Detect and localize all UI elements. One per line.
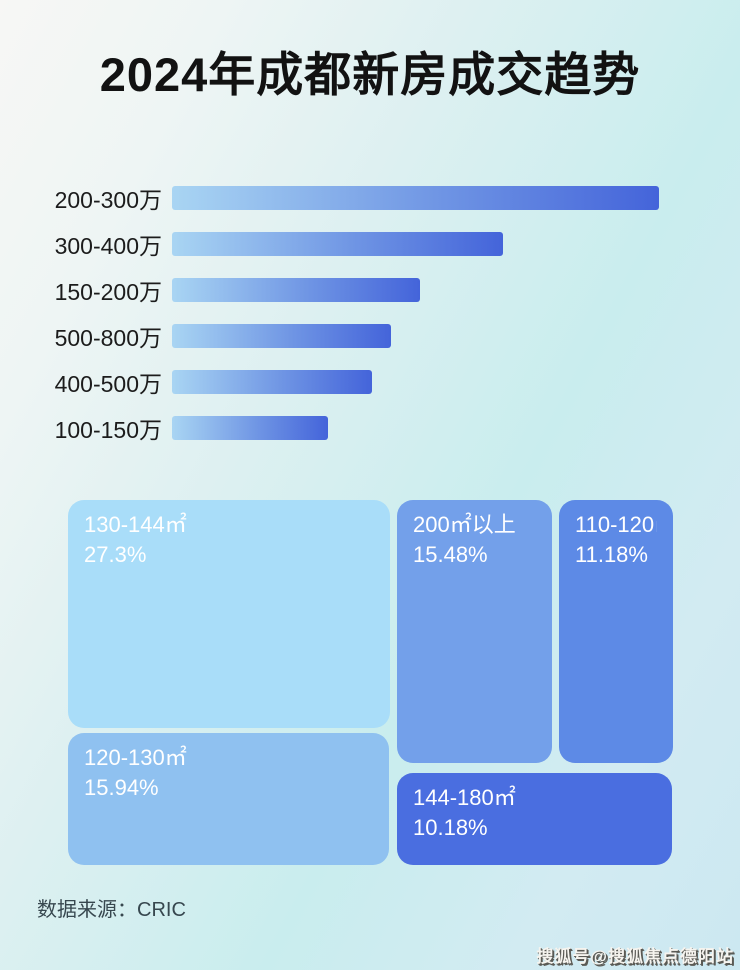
treemap-cell: 110-120㎡ 11.18% bbox=[559, 500, 673, 763]
treemap-cell-value: 27.3% bbox=[84, 542, 147, 567]
treemap-cell-label: 110-120㎡ bbox=[575, 512, 657, 537]
bar-category-label: 300-400万 bbox=[54, 233, 162, 259]
bar-category-label: 200-300万 bbox=[54, 187, 162, 213]
treemap-cell-value: 15.94% bbox=[84, 775, 159, 800]
bar-row: 400-500万 bbox=[0, 370, 740, 397]
treemap-cell-value: 15.48% bbox=[413, 542, 488, 567]
treemap-cell-label: 144-180㎡ bbox=[413, 785, 516, 810]
treemap-cell-label: 120-130㎡ bbox=[84, 745, 187, 770]
bar-row: 500-800万 bbox=[0, 324, 740, 351]
treemap-cell: 144-180㎡ 10.18% bbox=[397, 773, 672, 865]
treemap-cell: 120-130㎡ 15.94% bbox=[68, 733, 389, 865]
bar-row: 300-400万 bbox=[0, 232, 740, 259]
bar bbox=[172, 370, 372, 394]
bar-category-label: 400-500万 bbox=[54, 371, 162, 397]
bar-category-label: 150-200万 bbox=[54, 279, 162, 305]
treemap-cell-label: 130-144㎡ bbox=[84, 512, 187, 537]
bar-row: 150-200万 bbox=[0, 278, 740, 305]
watermark: 搜狐号@搜狐焦点德阳站 bbox=[536, 947, 734, 966]
treemap-cell: 130-144㎡ 27.3% bbox=[68, 500, 390, 728]
bar bbox=[172, 324, 391, 348]
data-source-note: 数据来源：CRIC bbox=[37, 899, 186, 921]
bar bbox=[172, 232, 503, 256]
treemap-cell-value: 11.18% bbox=[575, 542, 648, 567]
bar bbox=[172, 278, 420, 302]
bar-row: 200-300万 bbox=[0, 186, 740, 213]
page-title: 2024年成都新房成交趋势 bbox=[99, 48, 641, 101]
bar-category-label: 100-150万 bbox=[54, 417, 162, 443]
treemap-cell-label: 200㎡以上 bbox=[413, 512, 516, 537]
treemap-cell-value: 10.18% bbox=[413, 815, 488, 840]
bar bbox=[172, 416, 328, 440]
treemap-cell: 200㎡以上 15.48% bbox=[397, 500, 552, 763]
bar-category-label: 500-800万 bbox=[54, 325, 162, 351]
bar-chart: 200-300万 300-400万 150-200万 500-800万 400-500万… bbox=[0, 186, 740, 462]
bar-row: 100-150万 bbox=[0, 416, 740, 443]
bar bbox=[172, 186, 659, 210]
